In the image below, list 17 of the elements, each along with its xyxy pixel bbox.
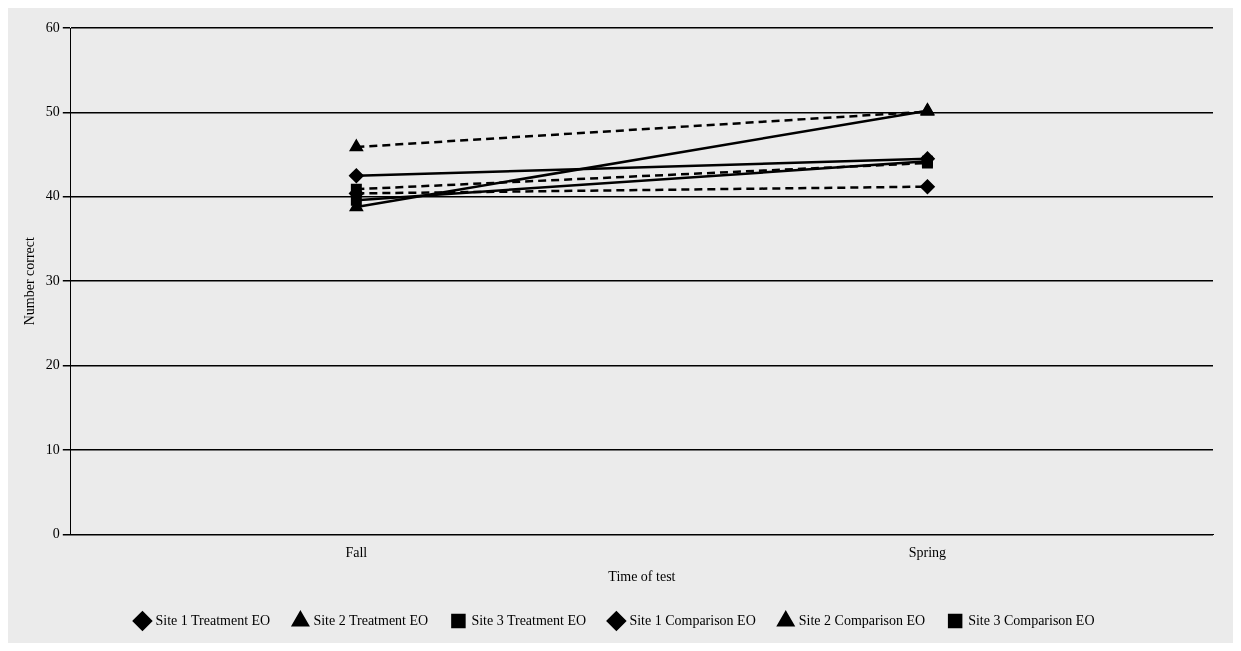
y-tick-label: 20	[45, 357, 60, 373]
legend-label: Site 3 Comparison EO	[968, 612, 1095, 628]
legend-label: Site 3 Treatment EO	[471, 612, 587, 628]
x-axis-title: Time of test	[608, 569, 676, 585]
y-tick-label: 60	[45, 19, 60, 35]
y-tick-label: 30	[45, 272, 60, 288]
y-axis-title: Number correct	[22, 236, 38, 326]
legend-label: Site 2 Treatment EO	[313, 612, 429, 628]
y-tick-label: 50	[45, 104, 60, 120]
y-tick-label: 10	[45, 441, 60, 457]
legend-label: Site 2 Comparison EO	[798, 612, 926, 628]
y-tick-label: 0	[52, 526, 60, 542]
x-tick-label: Spring	[908, 545, 947, 561]
legend-label: Site 1 Comparison EO	[629, 612, 756, 628]
y-tick-label: 40	[45, 188, 60, 204]
legend-label: Site 1 Treatment EO	[155, 612, 271, 628]
x-tick-label: Fall	[345, 545, 368, 561]
